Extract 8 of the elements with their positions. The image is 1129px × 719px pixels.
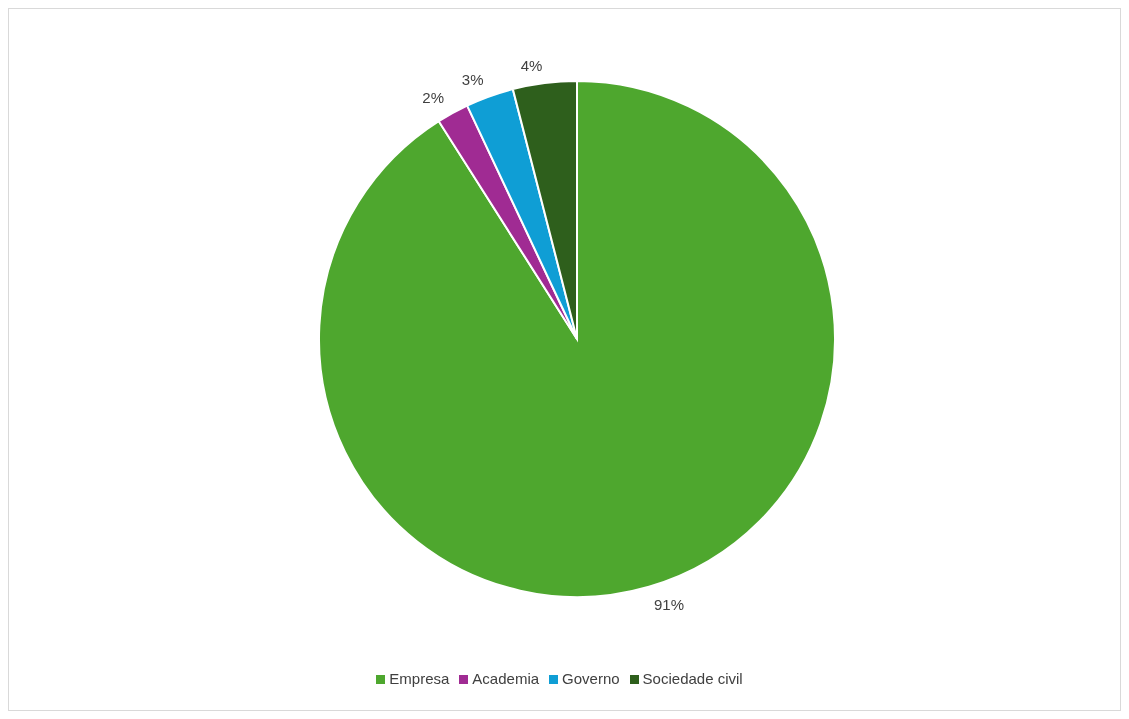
legend-label: Empresa	[389, 670, 450, 687]
data-label: 4%	[520, 56, 543, 74]
legend-label: Governo	[562, 670, 620, 687]
data-label: 2%	[422, 88, 445, 106]
legend-label: Sociedade civil	[642, 670, 743, 687]
legend-label: Academia	[472, 670, 540, 687]
data-label: 91%	[654, 595, 685, 613]
data-label: 3%	[461, 70, 484, 88]
